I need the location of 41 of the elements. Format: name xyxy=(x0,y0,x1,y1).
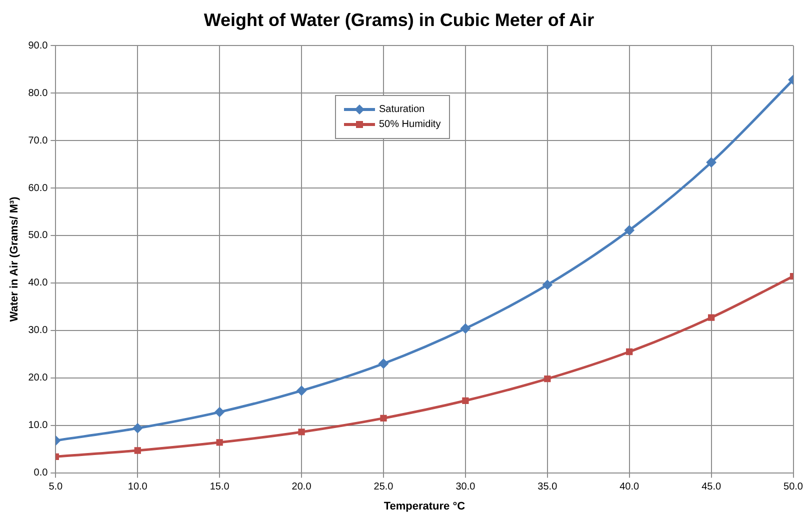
x-tick-label: 10.0 xyxy=(128,482,148,493)
point xyxy=(706,157,716,168)
x-tick-label: 25.0 xyxy=(374,482,394,493)
x-tick-label: 50.0 xyxy=(784,482,804,493)
point xyxy=(708,314,715,321)
point xyxy=(214,407,225,418)
point xyxy=(462,397,469,404)
point xyxy=(626,348,633,356)
x-tick-label: 40.0 xyxy=(620,482,640,493)
x-tick-label: 35.0 xyxy=(538,482,558,493)
y-axis-title: Water in Air (Grams/ M³) xyxy=(8,196,21,322)
y-tick-label: 40.0 xyxy=(28,278,48,289)
point xyxy=(132,423,143,434)
point xyxy=(216,439,223,446)
x-axis-title: Temperature °C xyxy=(384,500,466,512)
chart-title: Weight of Water (Grams) in Cubic Meter of Air xyxy=(204,10,594,30)
y-tick-label: 50.0 xyxy=(28,230,48,242)
point xyxy=(378,358,388,369)
y-tick-label: 0.0 xyxy=(34,468,48,479)
x-tick-label: 45.0 xyxy=(702,482,722,493)
point xyxy=(298,428,305,436)
point xyxy=(134,447,141,454)
y-tick-label: 90.0 xyxy=(28,40,48,52)
y-tick-label: 70.0 xyxy=(28,135,48,146)
y-tick-label: 30.0 xyxy=(28,325,48,336)
x-tick-label: 30.0 xyxy=(456,482,476,493)
point xyxy=(542,280,552,290)
point xyxy=(460,324,470,334)
point xyxy=(544,375,551,382)
point xyxy=(624,225,634,236)
x-tick-label: 20.0 xyxy=(292,482,312,493)
legend-label: 50% Humidity xyxy=(379,119,441,130)
point xyxy=(296,386,307,396)
y-tick-label: 10.0 xyxy=(28,420,48,432)
legend-label: Saturation xyxy=(379,104,425,115)
x-tick-label: 5.0 xyxy=(48,482,64,493)
y-tick-label: 80.0 xyxy=(28,88,48,99)
x-tick-label: 15.0 xyxy=(210,482,230,493)
y-tick-label: 20.0 xyxy=(28,372,48,384)
y-tick-label: 60.0 xyxy=(28,182,48,194)
point xyxy=(380,414,387,422)
